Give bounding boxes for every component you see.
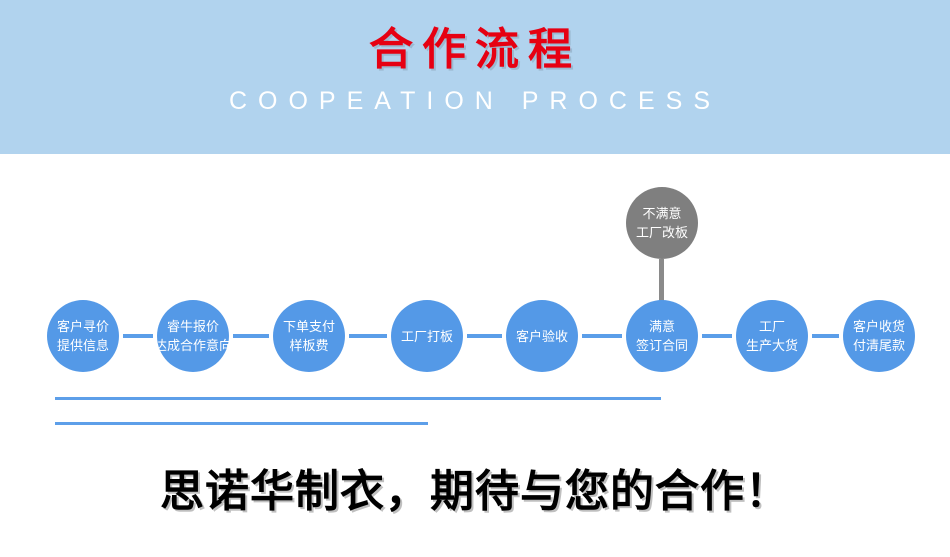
step-node-8: 客户收货 付清尾款 <box>843 300 915 372</box>
step-label-line2: 付清尾款 <box>852 338 905 353</box>
step-node-5: 客户验收 <box>506 300 578 372</box>
reject-node: 不满意 工厂改板 <box>626 187 698 259</box>
connector-line-1 <box>123 334 153 338</box>
underline-rule-top <box>55 397 661 400</box>
step-label-line1: 客户寻价 <box>56 319 109 334</box>
reject-node-line2: 工厂改板 <box>635 225 688 240</box>
connector-line-7 <box>812 334 839 338</box>
header-banner: 合作流程 COOPEATION PROCESS <box>0 0 950 154</box>
page-title: 合作流程 <box>369 25 581 74</box>
step-node-1: 客户寻价 提供信息 <box>47 300 119 372</box>
connector-line-2 <box>233 334 269 338</box>
reject-node-line1: 不满意 <box>642 206 682 221</box>
step-label-line2: 提供信息 <box>56 338 109 353</box>
connector-line-4 <box>467 334 502 338</box>
vertical-connector-line <box>659 259 664 301</box>
step-label-line1: 客户验收 <box>515 328 568 344</box>
flow-diagram: 不满意 工厂改板 客户寻价 提供信息 睿牛报价 达成合作意向 下单支付 样板费 … <box>0 154 950 434</box>
connector-line-3 <box>349 334 387 338</box>
step-label-line2: 签订合同 <box>635 338 688 353</box>
step-node-2: 睿牛报价 达成合作意向 <box>154 300 233 372</box>
step-label-line1: 工厂打板 <box>400 328 453 344</box>
step-label-line2: 生产大货 <box>745 338 798 353</box>
step-label-line2: 达成合作意向 <box>154 338 233 353</box>
step-label-line1: 客户收货 <box>852 319 905 334</box>
page-subtitle: COOPEATION PROCESS <box>228 87 722 115</box>
step-node-7: 工厂 生产大货 <box>736 300 808 372</box>
step-label-line1: 睿牛报价 <box>166 319 219 334</box>
connector-line-6 <box>702 334 732 338</box>
connector-line-5 <box>582 334 622 338</box>
underline-rule-bottom <box>55 422 428 425</box>
step-label-line1: 满意 <box>648 319 675 334</box>
step-label-line1: 工厂 <box>758 319 785 334</box>
footer-slogan: 思诺华制衣，期待与您的合作！ <box>160 467 790 516</box>
step-node-6: 满意 签订合同 <box>626 300 698 372</box>
step-node-3: 下单支付 样板费 <box>273 300 345 372</box>
step-node-4: 工厂打板 <box>391 300 463 372</box>
step-label-line2: 样板费 <box>289 338 329 353</box>
step-label-line1: 下单支付 <box>282 319 335 334</box>
